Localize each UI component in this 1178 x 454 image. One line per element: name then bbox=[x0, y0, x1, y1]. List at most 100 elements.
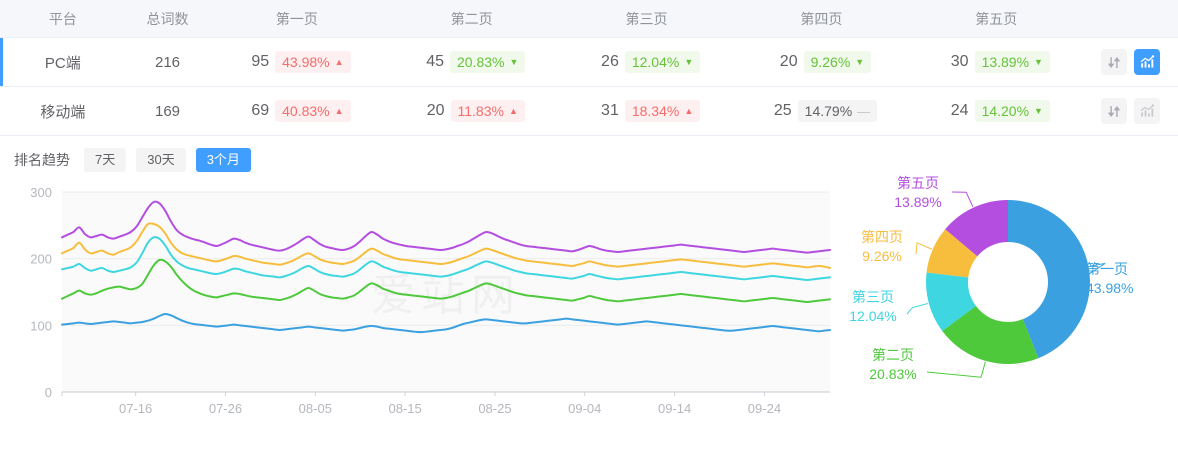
column-header-page5[interactable]: 第五页 bbox=[908, 0, 1084, 38]
sort-button[interactable] bbox=[1101, 49, 1128, 75]
trend-title: 排名趋势 bbox=[14, 152, 70, 168]
donut-leader-line bbox=[906, 303, 928, 315]
page-count-percent-group: 25 14.79% — bbox=[734, 87, 909, 135]
plot-background bbox=[62, 192, 830, 392]
donut-label-name: 第三页 bbox=[852, 289, 894, 305]
page-count-value: 30 bbox=[950, 53, 969, 70]
donut-leader-line bbox=[1079, 262, 1106, 281]
donut-slice-第一页[interactable] bbox=[1008, 200, 1090, 359]
percent-badge: 40.83% ▲ bbox=[275, 100, 351, 122]
table-row[interactable]: PC端 216 95 43.98% ▲ 45 20.83% ▼ 26 12.04% ▼ 20 9.26%… bbox=[0, 37, 1178, 87]
column-header-total[interactable]: 总词数 bbox=[125, 0, 210, 38]
line-series-第三页 bbox=[61, 236, 831, 281]
page-count-value: 31 bbox=[601, 102, 619, 119]
percent-badge: 43.98% ▲ bbox=[275, 51, 351, 73]
page-count-percent-group: 95 43.98% ▲ bbox=[209, 38, 384, 86]
cell-page-3: 31 18.34% ▲ bbox=[559, 86, 734, 136]
column-header-actions bbox=[1083, 0, 1178, 38]
line-series-第五页 bbox=[61, 200, 831, 254]
x-axis-tick-label: 07-26 bbox=[209, 401, 242, 416]
donut-label-value: 43.98% bbox=[1086, 280, 1133, 296]
column-header-platform[interactable]: 平台 bbox=[0, 0, 126, 38]
arrow-up-icon: ▲ bbox=[508, 105, 518, 116]
page-count-value: 95 bbox=[251, 53, 270, 70]
percent-value: 14.79% bbox=[804, 103, 853, 119]
x-axis-tick-label: 08-25 bbox=[478, 401, 511, 416]
ranking-table: 平台 总词数 第一页 第二页 第三页 第四页 第五页 PC端 216 95 43.98… bbox=[0, 0, 1178, 136]
range-button-30d[interactable]: 30天 bbox=[136, 148, 186, 172]
cell-actions bbox=[1083, 86, 1178, 136]
trend-control-bar: 排名趋势 7天 30天 3个月 bbox=[0, 136, 1178, 172]
arrow-down-icon: ▼ bbox=[684, 56, 694, 67]
y-axis-tick-label: 100 bbox=[30, 318, 52, 333]
percent-badge: 14.20% ▼ bbox=[974, 100, 1050, 122]
trend-chart-button[interactable] bbox=[1134, 49, 1161, 75]
x-axis-tick-label: 08-05 bbox=[299, 401, 332, 416]
donut-label-value: 13.89% bbox=[894, 194, 941, 210]
rank-trend-line-chart[interactable]: 爱站网 0 100 200 300 07-16 07-26 08-05 08-15 08-25 09… bbox=[0, 170, 845, 440]
page-count-value: 69 bbox=[251, 102, 270, 119]
page-count-percent-group: 69 40.83% ▲ bbox=[209, 87, 384, 135]
percent-badge: 12.04% ▼ bbox=[624, 51, 701, 73]
cell-platform: PC端 bbox=[0, 37, 126, 87]
cell-page-4: 20 9.26% ▼ bbox=[733, 37, 909, 87]
page-count-value: 45 bbox=[426, 53, 444, 70]
donut-slice-第三页[interactable] bbox=[926, 272, 976, 331]
line-series-第四页 bbox=[61, 222, 831, 269]
x-axis-tick-label: 09-04 bbox=[568, 401, 601, 416]
table-header: 平台 总词数 第一页 第二页 第三页 第四页 第五页 bbox=[0, 0, 1178, 38]
page-count-value: 26 bbox=[601, 53, 619, 70]
trend-chart-icon bbox=[1141, 104, 1155, 117]
percent-value: 14.20% bbox=[981, 103, 1030, 119]
column-header-page4[interactable]: 第四页 bbox=[733, 0, 909, 38]
trend-chart-button[interactable] bbox=[1134, 98, 1161, 124]
dash-flat-icon: — bbox=[857, 103, 871, 119]
range-button-3m[interactable]: 3个月 bbox=[195, 148, 251, 172]
cell-page-1: 95 43.98% ▲ bbox=[209, 37, 385, 87]
cell-page-5: 24 14.20% ▼ bbox=[908, 86, 1084, 136]
x-axis-tick-label: 08-15 bbox=[389, 401, 422, 416]
percent-badge: 18.34% ▲ bbox=[624, 100, 701, 122]
page-count-percent-group: 26 12.04% ▼ bbox=[559, 38, 734, 86]
donut-slice-第二页[interactable] bbox=[942, 305, 1039, 364]
line-series-第一页 bbox=[61, 312, 831, 334]
arrow-down-icon: ▼ bbox=[1034, 105, 1043, 116]
cell-page-4: 25 14.79% — bbox=[733, 86, 909, 136]
page-count-value: 20 bbox=[426, 102, 445, 119]
column-header-page1[interactable]: 第一页 bbox=[209, 0, 385, 38]
percent-value: 13.89% bbox=[981, 54, 1030, 70]
percent-badge: 11.83% ▲ bbox=[450, 100, 525, 122]
donut-label-value: 9.26% bbox=[862, 248, 902, 264]
range-button-7d[interactable]: 7天 bbox=[84, 148, 127, 172]
table-row[interactable]: 移动端 169 69 40.83% ▲ 20 11.83% ▲ 31 18.34% ▲ 25 14.79… bbox=[0, 86, 1178, 136]
page-count-percent-group: 30 13.89% ▼ bbox=[909, 38, 1084, 86]
donut-label-value: 20.83% bbox=[869, 366, 916, 382]
column-header-page2[interactable]: 第二页 bbox=[384, 0, 560, 38]
cell-total-keywords: 216 bbox=[125, 37, 210, 87]
sort-icon bbox=[1107, 56, 1121, 68]
row-action-group bbox=[1084, 98, 1178, 124]
page-count-percent-group: 24 14.20% ▼ bbox=[909, 87, 1084, 135]
percent-badge: 20.83% ▼ bbox=[449, 51, 526, 73]
page-count-percent-group: 20 11.83% ▲ bbox=[384, 87, 559, 135]
page-count-percent-group: 31 18.34% ▲ bbox=[559, 87, 734, 135]
page-count-percent-group: 20 9.26% ▼ bbox=[734, 38, 909, 86]
donut-slice-第四页[interactable] bbox=[926, 229, 978, 278]
page-count-value: 20 bbox=[779, 53, 798, 70]
percent-value: 40.83% bbox=[282, 103, 330, 119]
donut-label-name: 第四页 bbox=[861, 229, 903, 245]
page-distribution-donut-chart[interactable]: 第一页 43.98% 第二页 20.83% 第三页 12.04% 第四页 9.26% 第五页 13… bbox=[838, 170, 1178, 440]
cell-total-keywords: 169 bbox=[125, 86, 210, 136]
cell-actions bbox=[1083, 37, 1178, 87]
arrow-up-icon: ▲ bbox=[334, 56, 344, 67]
column-header-page3[interactable]: 第三页 bbox=[559, 0, 734, 38]
donut-slice-第五页[interactable] bbox=[945, 200, 1008, 257]
donut-leader-line bbox=[926, 361, 986, 378]
trend-chart-icon bbox=[1141, 55, 1155, 68]
percent-value: 20.83% bbox=[456, 54, 505, 70]
cell-page-2: 20 11.83% ▲ bbox=[384, 86, 560, 136]
charts-area: 爱站网 0 100 200 300 07-16 07-26 08-05 08-15 08-25 09… bbox=[0, 170, 1178, 440]
x-axis-tick-label: 09-24 bbox=[748, 401, 781, 416]
sort-button[interactable] bbox=[1101, 98, 1128, 124]
y-axis-tick-label: 200 bbox=[30, 252, 52, 267]
